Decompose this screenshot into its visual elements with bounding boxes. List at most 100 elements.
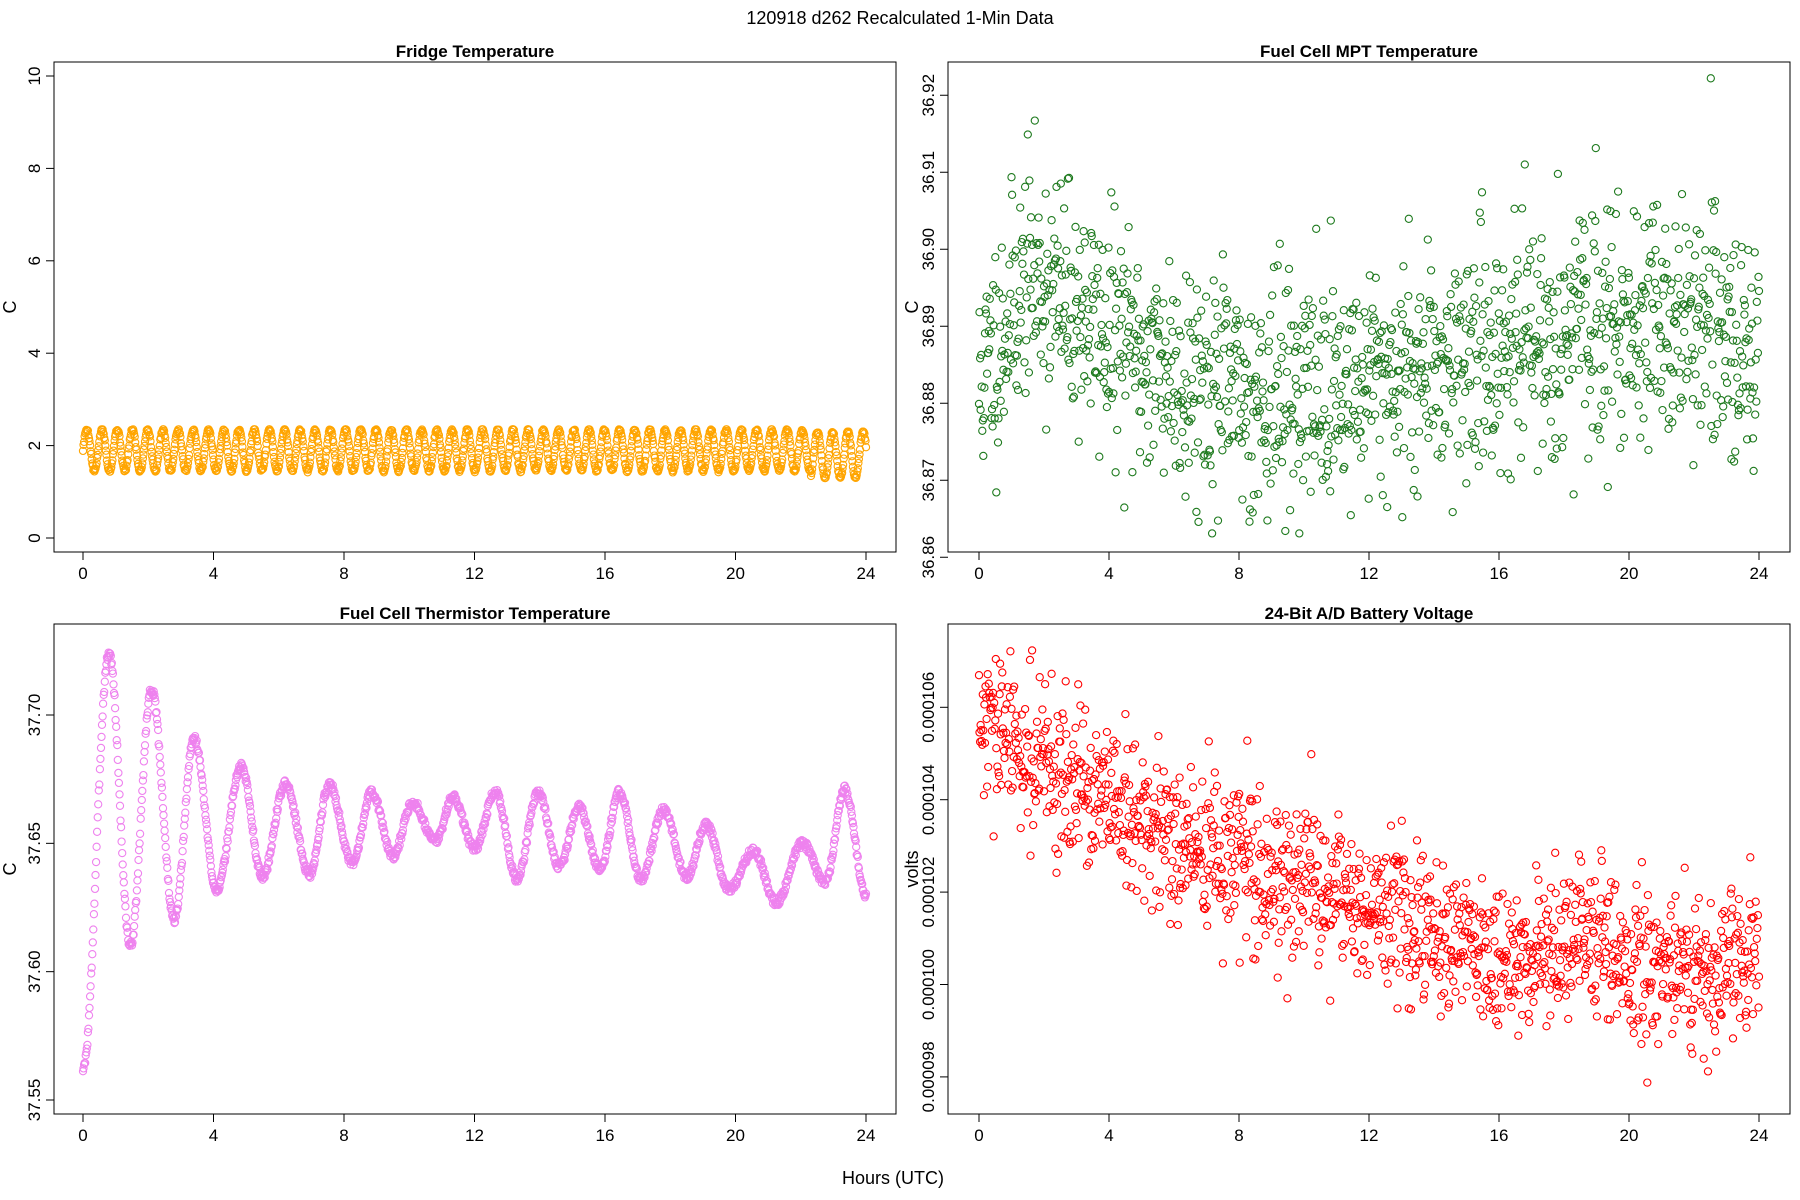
data-point xyxy=(314,443,323,453)
data-point xyxy=(992,744,1001,753)
data-point xyxy=(527,440,536,449)
data-point xyxy=(1167,356,1176,366)
data-point xyxy=(1362,385,1372,394)
data-point xyxy=(1545,277,1554,287)
data-point xyxy=(129,921,139,931)
data-point xyxy=(1119,264,1128,273)
data-point xyxy=(116,441,125,451)
data-point xyxy=(1003,348,1012,358)
data-point xyxy=(701,458,710,467)
panel-title: 24-Bit A/D Battery Voltage xyxy=(1265,604,1474,623)
data-point xyxy=(1467,326,1476,336)
data-point xyxy=(1477,351,1486,361)
data-point xyxy=(497,445,506,455)
data-point xyxy=(1567,329,1576,338)
data-point xyxy=(823,459,833,468)
data-point xyxy=(1383,502,1392,512)
data-point xyxy=(650,453,660,462)
data-point xyxy=(207,439,216,448)
data-point xyxy=(120,894,130,903)
x-tick-label: 0 xyxy=(974,1126,983,1145)
data-point xyxy=(1107,393,1116,403)
data-point xyxy=(566,437,576,446)
data-point xyxy=(1499,319,1508,328)
data-point xyxy=(617,432,626,441)
data-point xyxy=(1277,353,1286,363)
data-point xyxy=(1677,353,1686,362)
data-point xyxy=(1288,403,1297,413)
data-point xyxy=(1007,173,1016,182)
data-point xyxy=(1460,359,1469,368)
data-point xyxy=(405,443,415,452)
data-point xyxy=(1689,274,1699,283)
data-point xyxy=(1100,368,1109,377)
data-point xyxy=(979,451,988,461)
data-point xyxy=(1624,268,1633,278)
data-point xyxy=(1252,396,1262,405)
data-point xyxy=(1605,274,1615,284)
data-point xyxy=(1336,412,1346,422)
data-point xyxy=(1459,300,1468,309)
data-point xyxy=(1749,383,1759,392)
data-point xyxy=(1601,257,1610,266)
data-point xyxy=(593,465,602,474)
data-point xyxy=(1545,317,1554,326)
data-point xyxy=(1243,319,1253,329)
data-point xyxy=(1429,302,1438,311)
x-tick-label: 8 xyxy=(1234,1126,1243,1145)
data-point xyxy=(1055,724,1064,733)
data-point xyxy=(1175,773,1184,782)
data-point xyxy=(1239,402,1249,411)
data-point xyxy=(1023,808,1032,817)
data-point xyxy=(1325,414,1334,424)
data-point xyxy=(1201,292,1211,301)
data-point xyxy=(1264,346,1273,356)
data-point xyxy=(1538,338,1547,347)
data-point xyxy=(84,431,93,440)
data-point xyxy=(1060,344,1069,353)
data-point xyxy=(1655,344,1664,353)
data-point xyxy=(1178,427,1187,437)
data-point xyxy=(1571,334,1580,343)
data-point xyxy=(1391,308,1400,317)
data-point xyxy=(283,438,292,447)
data-point xyxy=(1056,179,1065,188)
data-point xyxy=(994,414,1003,423)
data-point xyxy=(1108,364,1118,373)
data-point xyxy=(1191,812,1200,821)
data-point xyxy=(1025,233,1035,243)
data-point xyxy=(113,740,122,750)
data-point xyxy=(1214,826,1224,835)
data-point xyxy=(1613,370,1622,379)
data-point xyxy=(1518,353,1527,362)
data-point xyxy=(1508,280,1517,289)
data-point xyxy=(753,426,762,435)
data-point xyxy=(1407,428,1417,437)
data-point xyxy=(739,435,749,445)
data-point xyxy=(1056,257,1065,266)
data-point xyxy=(605,454,614,463)
data-point xyxy=(1469,317,1478,326)
data-point xyxy=(146,443,156,452)
y-axis-label: C xyxy=(902,301,922,314)
data-point xyxy=(1216,401,1225,411)
data-point xyxy=(101,441,110,450)
data-point xyxy=(1399,443,1409,453)
data-point xyxy=(1419,328,1428,337)
data-point xyxy=(502,465,511,474)
data-point xyxy=(1447,388,1456,398)
data-point xyxy=(847,452,857,461)
data-point xyxy=(1193,438,1203,447)
data-point xyxy=(1043,291,1052,300)
data-point xyxy=(1560,273,1569,282)
data-point xyxy=(1700,382,1709,391)
data-point xyxy=(747,454,756,463)
data-point xyxy=(1040,680,1050,689)
data-point xyxy=(749,441,758,451)
data-point xyxy=(1469,264,1479,273)
data-point xyxy=(135,839,144,848)
data-point xyxy=(1026,285,1035,294)
data-point xyxy=(974,399,984,409)
data-point xyxy=(1084,334,1094,344)
data-point xyxy=(1253,820,1262,829)
